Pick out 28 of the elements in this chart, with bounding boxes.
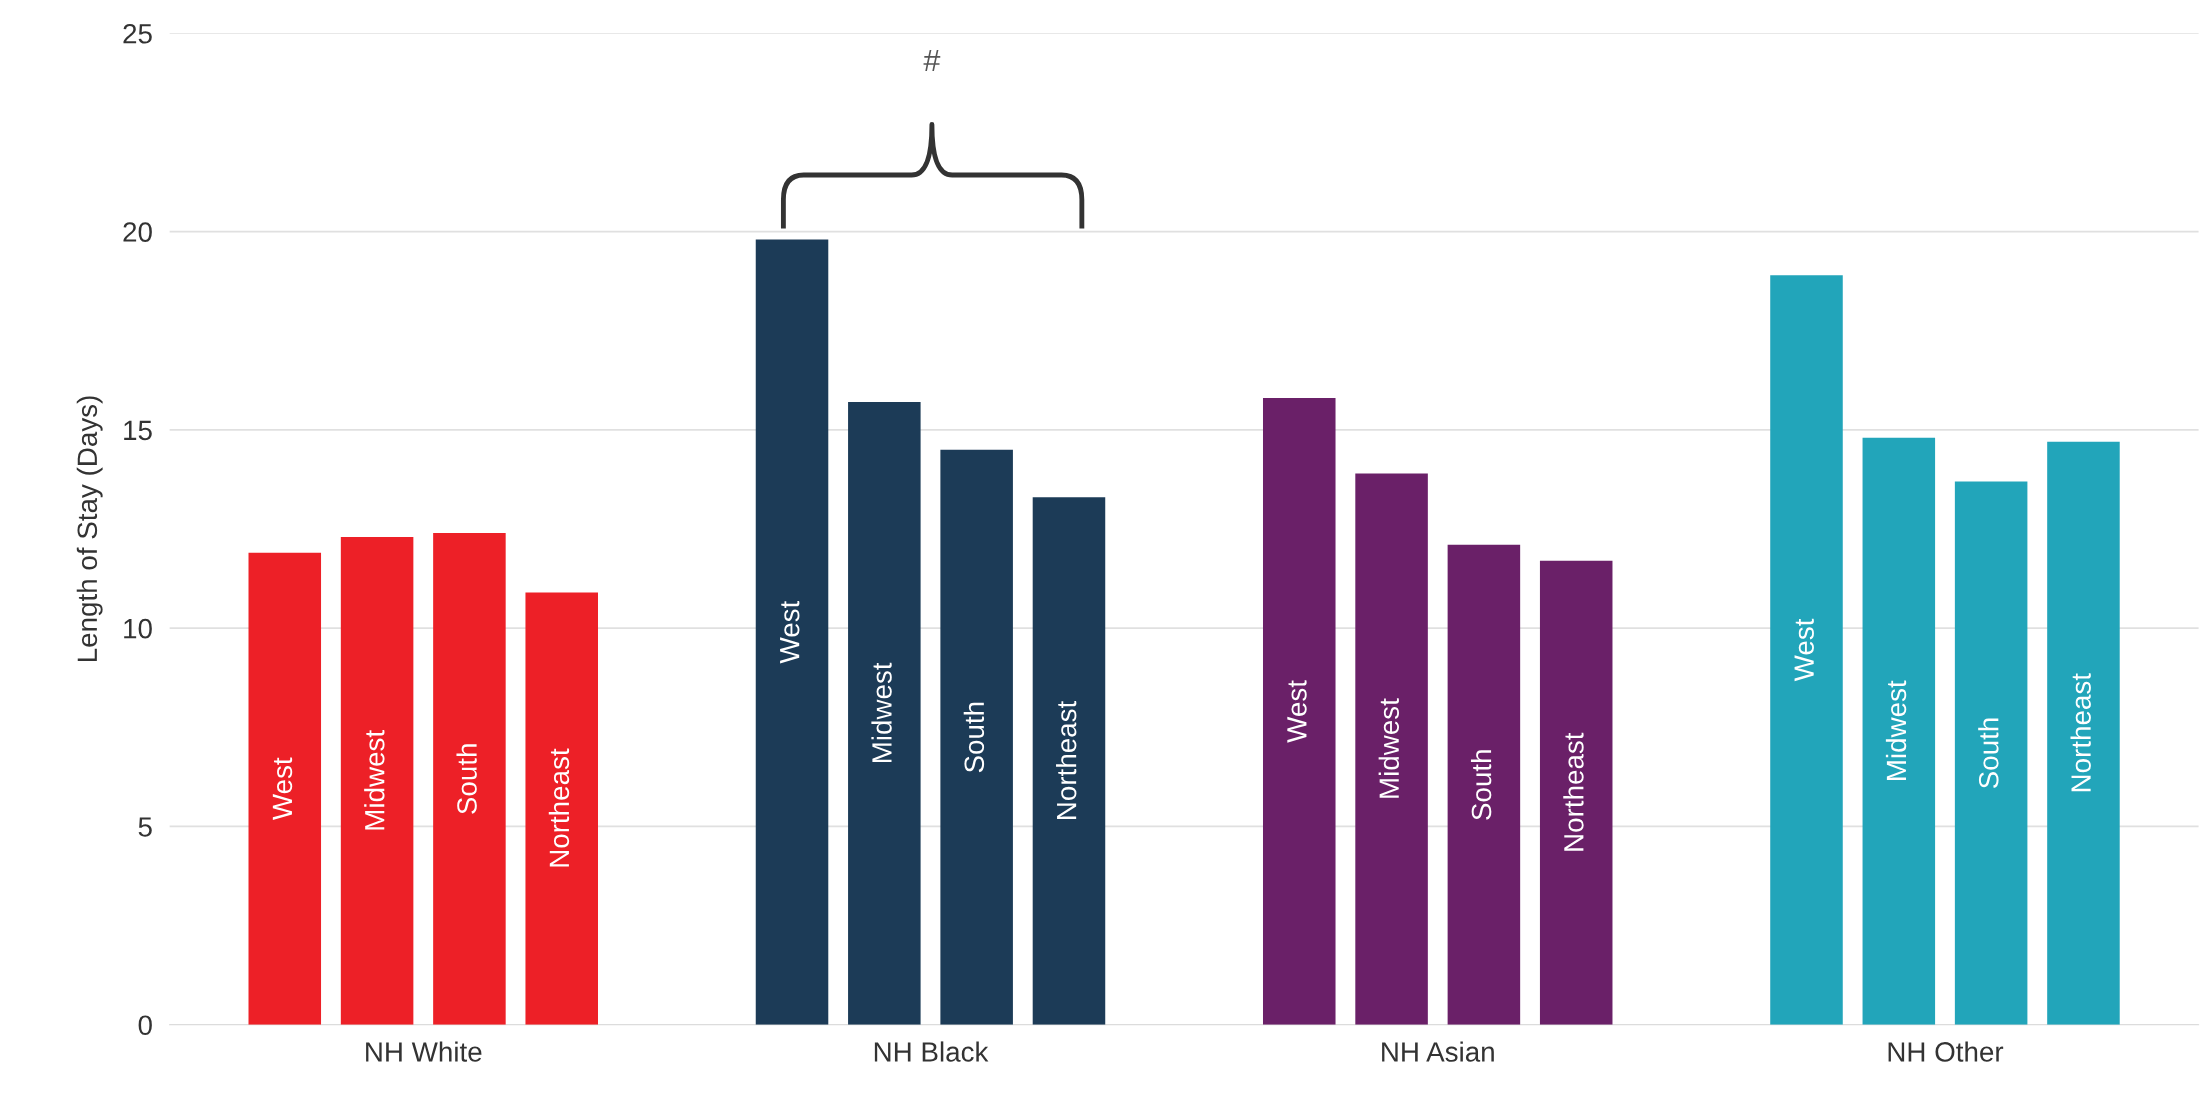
text: West [272,757,293,821]
text: Northeast [1563,732,1584,851]
text: South [1470,750,1492,820]
text: Northeast [1056,700,1077,819]
text: Midwest [1885,680,1907,780]
series-label: West [1287,680,1307,743]
text: Midwest [1378,698,1400,798]
y-tick-label: 0 [138,1015,152,1036]
series-label: South [456,744,477,814]
text: Northeast [2070,673,2091,792]
x-tick-label: NH Black [874,1041,989,1062]
y-tick-label: 20 [123,222,152,242]
y-tick-label: 5 [138,817,152,837]
text: Midwest [364,730,385,830]
y-tick-label: 15 [124,420,152,441]
text: West [1794,618,1814,682]
series-label: Northeast [548,748,570,867]
x-tick-label: NH Asian [1382,1041,1494,1062]
x-tick-label: NH White [366,1041,482,1062]
annotation: # [923,50,941,71]
text: South [1978,718,1999,789]
series-label: Midwest [871,662,892,763]
x-tick-label: NH Other [1888,1041,2004,1062]
text: South [963,702,985,773]
y-tick-label: 25 [123,23,152,44]
y-tick-label: 10 [124,618,152,639]
text: West [780,600,800,664]
y-axis-title: Length of Stay (Days) [76,396,103,662]
